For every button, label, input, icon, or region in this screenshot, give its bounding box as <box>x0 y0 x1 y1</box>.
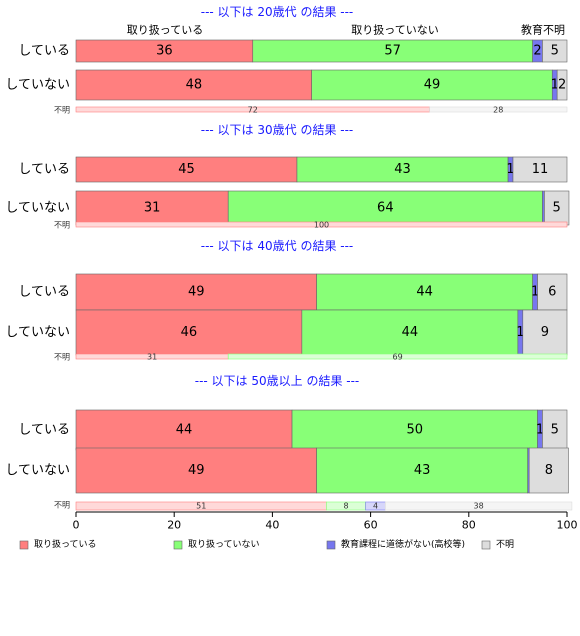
data-label: 64 <box>377 201 394 216</box>
data-label: 43 <box>414 463 431 478</box>
bar-segment <box>75 409 293 451</box>
group-title: --- 以下は 30歳代 の結果 --- <box>201 123 354 137</box>
legend-label: 不明 <box>496 539 514 550</box>
legend-label: 取り扱っている <box>34 538 97 550</box>
column-header: 教育 <box>521 23 543 37</box>
data-label: 8 <box>545 463 553 478</box>
bar-segment <box>296 156 509 183</box>
data-label: 44 <box>176 423 193 438</box>
group-title: --- 以下は 20歳代 の結果 --- <box>201 5 354 19</box>
data-label: 57 <box>384 44 401 59</box>
data-label: 50 <box>407 423 424 438</box>
row-label: している <box>18 162 70 177</box>
unknown-data-label: 69 <box>393 353 403 362</box>
unknown-row-label: 不明 <box>54 221 70 230</box>
bar-segment <box>291 409 538 451</box>
data-label: 46 <box>181 325 198 340</box>
data-label: 43 <box>394 162 411 177</box>
unknown-data-label: 4 <box>373 502 378 511</box>
row-label: している <box>18 285 70 300</box>
data-label: 2 <box>558 78 566 93</box>
data-label: 9 <box>541 325 549 340</box>
bar-segment <box>542 409 568 451</box>
bar-segment <box>316 447 529 494</box>
bar-segment <box>528 447 569 494</box>
x-tick-label: 100 <box>557 519 578 532</box>
bar-segment <box>556 69 568 101</box>
bar-segment <box>311 69 553 101</box>
data-label: 48 <box>186 78 203 93</box>
unknown-data-label: 51 <box>196 502 206 511</box>
x-tick-label: 20 <box>167 519 181 532</box>
unknown-data-label: 31 <box>147 353 157 362</box>
group-title: --- 以下は 40歳代 の結果 --- <box>201 239 354 253</box>
data-label: 49 <box>188 285 205 300</box>
legend-swatch <box>481 540 491 550</box>
x-tick-label: 0 <box>73 519 80 532</box>
data-label: 44 <box>416 285 433 300</box>
data-label: 49 <box>424 78 441 93</box>
data-label: 11 <box>532 162 549 177</box>
group-title: --- 以下は 50歳以上 の結果 --- <box>195 374 360 388</box>
bar-segment <box>544 190 570 226</box>
column-header: 取り扱っている <box>127 23 203 37</box>
legend-swatch <box>326 540 336 550</box>
unknown-data-label: 100 <box>314 221 329 230</box>
legend-swatch <box>19 540 29 550</box>
bar-segment <box>227 190 543 226</box>
column-header: 不明 <box>543 24 565 37</box>
x-tick-label: 40 <box>265 519 279 532</box>
legend-label: 教育課程に道徳がない(高校等) <box>341 538 465 550</box>
bar-segment <box>75 69 312 101</box>
row-label: している <box>18 44 70 59</box>
unknown-bar-segment <box>429 106 568 113</box>
data-label: 1 <box>536 423 544 438</box>
row-label: していない <box>5 325 70 340</box>
bar-segment <box>75 156 298 183</box>
data-label: 49 <box>188 463 205 478</box>
unknown-data-label: 38 <box>474 502 484 511</box>
unknown-row-label: 不明 <box>54 106 70 115</box>
data-label: 44 <box>402 325 419 340</box>
legend-label: 取り扱っていない <box>188 538 260 550</box>
legend-swatch <box>173 540 183 550</box>
bar-segment <box>75 273 317 311</box>
data-label: 5 <box>551 44 559 59</box>
data-label: 1 <box>516 325 524 340</box>
column-header: 取り扱っていない <box>351 23 438 37</box>
row-label: していない <box>5 78 70 93</box>
data-label: 5 <box>553 201 561 216</box>
unknown-bar-segment <box>385 501 573 511</box>
data-label: 2 <box>533 44 541 59</box>
data-label: 5 <box>551 423 559 438</box>
x-tick-label: 60 <box>364 519 378 532</box>
bar-segment <box>75 309 303 356</box>
data-label: 45 <box>178 162 195 177</box>
data-label: 6 <box>548 285 556 300</box>
unknown-row-label: 不明 <box>54 501 70 510</box>
data-label: 1 <box>506 162 514 177</box>
data-label: 36 <box>156 44 173 59</box>
row-label: している <box>18 423 70 438</box>
bar-segment <box>542 39 568 63</box>
unknown-row-label: 不明 <box>54 353 70 362</box>
bar-segment <box>316 273 533 311</box>
unknown-data-label: 28 <box>493 106 503 115</box>
unknown-data-label: 72 <box>248 106 258 115</box>
row-label: していない <box>5 463 70 478</box>
bar-segment <box>301 309 519 356</box>
row-label: していない <box>5 201 70 216</box>
data-label: 1 <box>551 78 559 93</box>
data-label: 1 <box>531 285 539 300</box>
data-label: 31 <box>144 201 161 216</box>
x-tick-label: 80 <box>462 519 476 532</box>
unknown-data-label: 8 <box>344 502 349 511</box>
unknown-bar-segment <box>227 353 568 360</box>
unknown-bar-segment <box>75 221 568 228</box>
bar-segment <box>512 156 568 183</box>
